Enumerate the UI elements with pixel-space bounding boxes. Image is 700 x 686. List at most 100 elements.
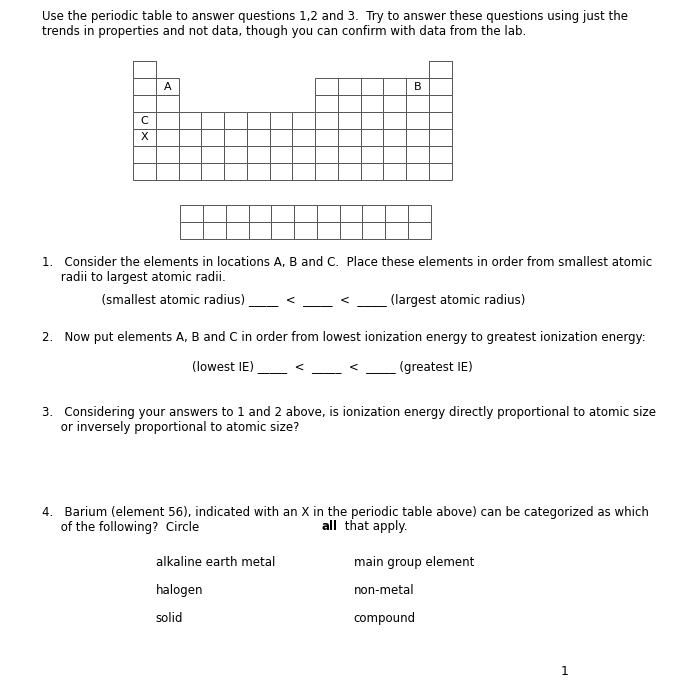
Bar bbox=[178, 163, 202, 180]
Text: 4.   Barium (element 56), indicated with an X in the periodic table above) can b: 4. Barium (element 56), indicated with a… bbox=[42, 506, 649, 534]
Bar bbox=[133, 163, 156, 180]
Bar bbox=[429, 129, 452, 146]
Bar bbox=[203, 222, 226, 239]
Bar bbox=[272, 222, 294, 239]
Text: B: B bbox=[414, 82, 421, 91]
Bar bbox=[429, 146, 452, 163]
Bar bbox=[270, 163, 293, 180]
Bar bbox=[156, 129, 178, 146]
Text: non-metal: non-metal bbox=[354, 584, 414, 597]
Bar bbox=[294, 205, 317, 222]
Bar bbox=[338, 146, 360, 163]
Bar bbox=[385, 222, 408, 239]
Bar bbox=[133, 95, 156, 112]
Bar bbox=[406, 95, 429, 112]
Text: compound: compound bbox=[354, 612, 416, 625]
Bar bbox=[133, 146, 156, 163]
Bar bbox=[360, 95, 384, 112]
Bar bbox=[178, 112, 202, 129]
Bar bbox=[156, 95, 178, 112]
Bar bbox=[360, 78, 384, 95]
Bar bbox=[247, 112, 270, 129]
Text: 2.   Now put elements A, B and C in order from lowest ionization energy to great: 2. Now put elements A, B and C in order … bbox=[42, 331, 646, 344]
Bar bbox=[247, 146, 270, 163]
Bar bbox=[226, 205, 248, 222]
Text: (smallest atomic radius) _____  <  _____  <  _____ (largest atomic radius): (smallest atomic radius) _____ < _____ <… bbox=[64, 294, 526, 307]
Text: that apply.: that apply. bbox=[341, 520, 407, 533]
Bar bbox=[363, 222, 385, 239]
Bar bbox=[224, 146, 247, 163]
Bar bbox=[294, 222, 317, 239]
Bar bbox=[429, 78, 452, 95]
Bar bbox=[384, 112, 406, 129]
Bar bbox=[156, 78, 178, 95]
Text: C: C bbox=[141, 115, 148, 126]
Bar bbox=[429, 163, 452, 180]
Bar bbox=[181, 222, 203, 239]
Bar bbox=[293, 112, 315, 129]
Bar bbox=[384, 78, 406, 95]
Bar bbox=[338, 95, 360, 112]
Bar bbox=[272, 205, 294, 222]
Bar bbox=[270, 129, 293, 146]
Bar bbox=[317, 205, 340, 222]
Bar bbox=[226, 222, 248, 239]
Bar bbox=[202, 129, 224, 146]
Bar bbox=[315, 146, 338, 163]
Bar bbox=[293, 129, 315, 146]
Bar bbox=[133, 78, 156, 95]
Text: 1: 1 bbox=[561, 665, 568, 678]
Bar bbox=[340, 205, 363, 222]
Text: Use the periodic table to answer questions 1,2 and 3.  Try to answer these quest: Use the periodic table to answer questio… bbox=[42, 10, 628, 38]
Bar bbox=[133, 61, 156, 78]
Bar bbox=[406, 163, 429, 180]
Bar bbox=[270, 146, 293, 163]
Bar bbox=[406, 146, 429, 163]
Text: main group element: main group element bbox=[354, 556, 474, 569]
Bar bbox=[340, 222, 363, 239]
Bar bbox=[406, 112, 429, 129]
Bar bbox=[178, 129, 202, 146]
Bar bbox=[429, 112, 452, 129]
Text: X: X bbox=[141, 132, 148, 143]
Bar bbox=[315, 163, 338, 180]
Bar bbox=[315, 78, 338, 95]
Bar bbox=[384, 163, 406, 180]
Bar bbox=[248, 205, 272, 222]
Bar bbox=[224, 163, 247, 180]
Bar bbox=[247, 129, 270, 146]
Text: 1.   Consider the elements in locations A, B and C.  Place these elements in ord: 1. Consider the elements in locations A,… bbox=[42, 256, 652, 284]
Bar bbox=[384, 146, 406, 163]
Bar bbox=[408, 205, 430, 222]
Bar bbox=[406, 78, 429, 95]
Bar bbox=[156, 146, 178, 163]
Text: A: A bbox=[163, 82, 171, 91]
Bar bbox=[338, 163, 360, 180]
Text: 3.   Considering your answers to 1 and 2 above, is ionization energy directly pr: 3. Considering your answers to 1 and 2 a… bbox=[42, 406, 656, 434]
Bar bbox=[429, 61, 452, 78]
Bar bbox=[181, 205, 203, 222]
Bar bbox=[384, 129, 406, 146]
Text: solid: solid bbox=[156, 612, 183, 625]
Bar bbox=[224, 112, 247, 129]
Bar bbox=[338, 112, 360, 129]
Bar bbox=[338, 129, 360, 146]
Bar bbox=[293, 163, 315, 180]
Bar bbox=[315, 95, 338, 112]
Bar bbox=[360, 146, 384, 163]
Bar bbox=[224, 129, 247, 146]
Bar bbox=[202, 163, 224, 180]
Bar bbox=[247, 163, 270, 180]
Bar bbox=[317, 222, 340, 239]
Bar bbox=[202, 112, 224, 129]
Bar bbox=[338, 78, 360, 95]
Bar bbox=[133, 112, 156, 129]
Bar bbox=[248, 222, 272, 239]
Bar bbox=[178, 146, 202, 163]
Bar bbox=[270, 112, 293, 129]
Text: all: all bbox=[322, 520, 338, 533]
Bar bbox=[429, 95, 452, 112]
Bar bbox=[360, 112, 384, 129]
Bar bbox=[406, 129, 429, 146]
Bar bbox=[384, 95, 406, 112]
